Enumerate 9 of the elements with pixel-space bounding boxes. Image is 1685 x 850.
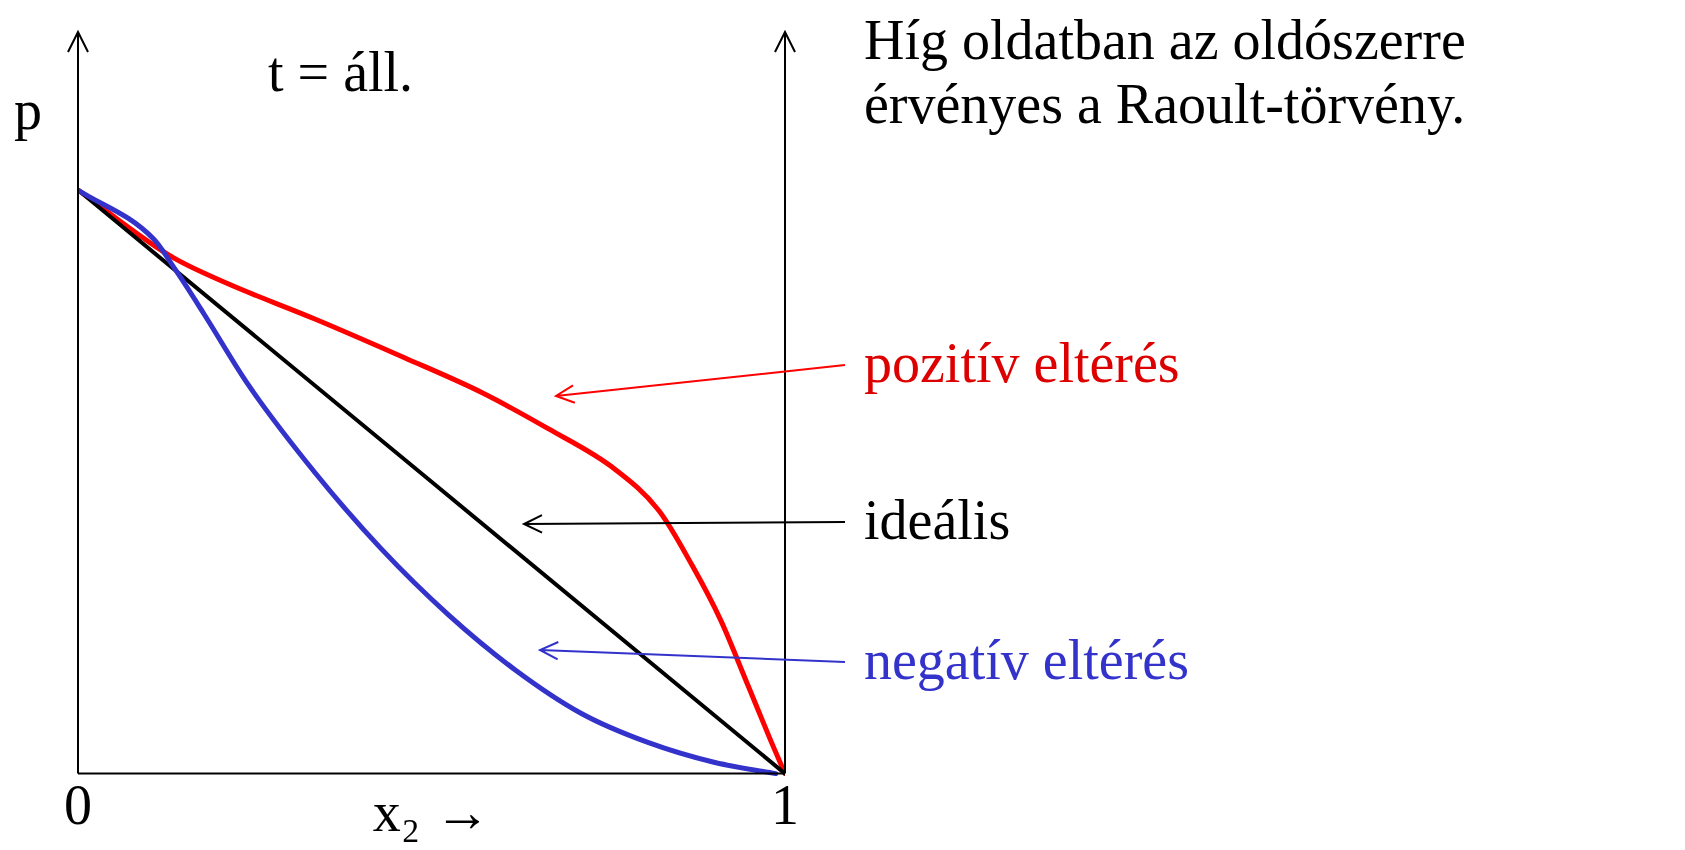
x-tick-label: 1 <box>771 773 799 836</box>
text: pozitív eltérés <box>864 331 1180 395</box>
y-axis-title: p <box>14 78 42 142</box>
text: ideális <box>864 488 1011 552</box>
x-axis-title: x₂ → <box>372 781 491 844</box>
text: Híg oldatban az oldószerre érvényes a Raoult-törvény. <box>864 8 1467 136</box>
text: t = áll. <box>268 40 414 104</box>
text: negatív eltérés <box>864 628 1189 692</box>
x-tick-label: 0 <box>64 773 92 836</box>
